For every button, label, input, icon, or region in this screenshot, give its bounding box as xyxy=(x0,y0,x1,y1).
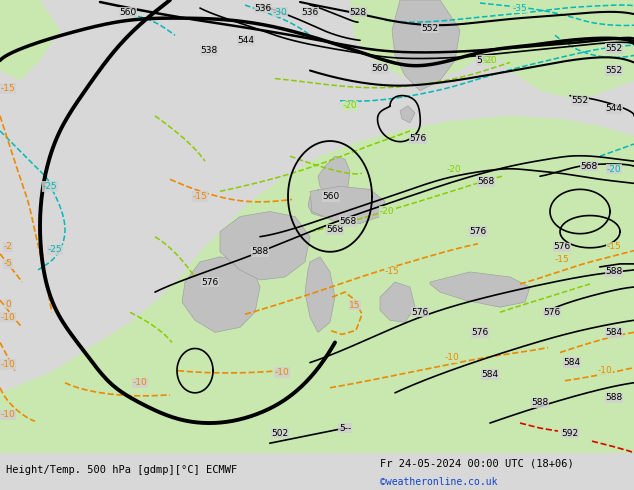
Text: 552: 552 xyxy=(605,66,623,75)
Polygon shape xyxy=(400,106,415,123)
Polygon shape xyxy=(182,257,260,332)
Polygon shape xyxy=(220,212,310,280)
Text: -10: -10 xyxy=(1,411,15,419)
Text: 576: 576 xyxy=(543,308,560,317)
Text: -10: -10 xyxy=(444,353,460,362)
Text: -15: -15 xyxy=(555,255,569,265)
Text: -35: -35 xyxy=(513,3,527,13)
Text: Height/Temp. 500 hPa [gdmp][°C] ECMWF: Height/Temp. 500 hPa [gdmp][°C] ECMWF xyxy=(6,465,238,475)
Text: 0: 0 xyxy=(5,300,11,309)
Text: -25: -25 xyxy=(42,182,57,191)
Text: 538: 538 xyxy=(200,46,217,55)
Text: 560: 560 xyxy=(322,192,340,201)
Polygon shape xyxy=(0,0,60,80)
Text: 552: 552 xyxy=(571,96,588,105)
Text: -10: -10 xyxy=(133,378,147,387)
Text: -10: -10 xyxy=(598,366,612,375)
Text: 576: 576 xyxy=(469,227,487,236)
Text: -2: -2 xyxy=(4,242,13,251)
Text: 15: 15 xyxy=(349,301,361,310)
Text: 560: 560 xyxy=(372,64,389,73)
Polygon shape xyxy=(305,257,335,332)
Text: 536: 536 xyxy=(301,7,319,17)
Text: -10: -10 xyxy=(1,360,15,369)
Text: 576: 576 xyxy=(411,308,429,317)
Polygon shape xyxy=(430,272,530,307)
Text: 584: 584 xyxy=(605,328,623,337)
Text: 502: 502 xyxy=(271,429,288,438)
Text: -5: -5 xyxy=(4,259,13,269)
Text: -15: -15 xyxy=(607,242,621,251)
Text: 528: 528 xyxy=(349,7,366,17)
Text: -20: -20 xyxy=(607,165,621,174)
Polygon shape xyxy=(310,186,385,223)
Text: -20: -20 xyxy=(447,165,462,174)
Text: 588: 588 xyxy=(251,247,269,256)
Text: ©weatheronline.co.uk: ©weatheronline.co.uk xyxy=(380,477,498,487)
Polygon shape xyxy=(0,116,634,453)
Text: 560: 560 xyxy=(119,7,136,17)
Polygon shape xyxy=(318,156,350,199)
Text: 576: 576 xyxy=(202,277,219,287)
Text: 576: 576 xyxy=(410,134,427,144)
Text: -15: -15 xyxy=(385,268,399,276)
Text: 568: 568 xyxy=(339,217,356,226)
Text: -25: -25 xyxy=(48,245,62,254)
Polygon shape xyxy=(308,189,328,217)
Text: 568: 568 xyxy=(327,225,344,234)
Text: -20: -20 xyxy=(482,56,497,65)
Polygon shape xyxy=(392,0,460,91)
Polygon shape xyxy=(380,282,415,322)
Text: 588: 588 xyxy=(531,398,548,407)
Text: 552: 552 xyxy=(422,24,439,33)
Text: -20: -20 xyxy=(380,207,394,216)
Text: 592: 592 xyxy=(562,429,579,438)
Polygon shape xyxy=(350,0,490,80)
Text: 544: 544 xyxy=(238,36,254,45)
Text: 588: 588 xyxy=(605,268,623,276)
Text: Fr 24-05-2024 00:00 UTC (18+06): Fr 24-05-2024 00:00 UTC (18+06) xyxy=(380,459,574,468)
Text: 568: 568 xyxy=(580,162,598,171)
Text: -30: -30 xyxy=(273,7,287,17)
Text: 552: 552 xyxy=(605,44,623,53)
Text: 544: 544 xyxy=(605,104,623,113)
Text: 588: 588 xyxy=(605,393,623,402)
Text: 576: 576 xyxy=(553,242,571,251)
Text: 584: 584 xyxy=(564,358,581,367)
Text: 5--: 5-- xyxy=(339,423,351,433)
Text: 552: 552 xyxy=(476,56,493,65)
Polygon shape xyxy=(490,0,634,101)
Text: 584: 584 xyxy=(481,370,498,379)
Text: 536: 536 xyxy=(254,3,271,13)
Text: -15: -15 xyxy=(1,84,15,93)
Text: 568: 568 xyxy=(477,177,495,186)
Text: 576: 576 xyxy=(471,328,489,337)
Text: -15: -15 xyxy=(193,192,207,201)
Text: -10: -10 xyxy=(1,313,15,322)
Text: -20: -20 xyxy=(343,101,358,110)
Text: -10: -10 xyxy=(275,368,289,377)
